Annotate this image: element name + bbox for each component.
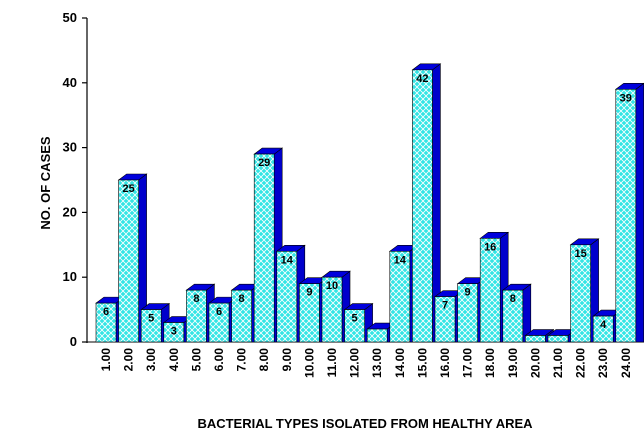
x-tick-label: 14.00 xyxy=(393,348,407,378)
bar-front xyxy=(479,238,501,343)
data-label: 16 xyxy=(484,241,496,253)
bar xyxy=(117,173,148,343)
data-label: 14 xyxy=(281,254,294,266)
x-tick-label: 24.00 xyxy=(619,348,633,378)
bar-front xyxy=(299,283,320,343)
bar-front xyxy=(389,250,411,343)
bar-front xyxy=(615,88,637,343)
bar-front xyxy=(163,322,185,343)
x-tick-label: 22.00 xyxy=(574,348,588,378)
bar-front xyxy=(276,250,298,343)
data-label: 9 xyxy=(465,287,471,299)
x-tick-label: 3.00 xyxy=(144,348,158,372)
bar-front xyxy=(95,302,117,343)
y-tick-label: 20 xyxy=(63,204,77,219)
bar-front xyxy=(570,244,591,343)
x-tick-label: 23.00 xyxy=(596,348,610,378)
x-tick-label: 18.00 xyxy=(483,348,497,378)
x-tick-label: 21.00 xyxy=(551,348,565,378)
data-label: 25 xyxy=(122,183,134,195)
bar-front xyxy=(525,335,546,343)
data-label: 9 xyxy=(306,287,312,299)
data-label: 15 xyxy=(574,248,586,260)
x-tick-label: 13.00 xyxy=(370,348,384,378)
labels: 6 1.00 25 2.00 5 3.00 3 4.00 8 5.00 6 6.00 8 7.00 29 8.… xyxy=(99,73,633,378)
y-axis-label: NO. OF CASES xyxy=(38,136,53,230)
y-tick-label: 0 xyxy=(70,334,77,349)
data-label: 6 xyxy=(216,306,222,318)
x-tick-label: 19.00 xyxy=(506,348,520,378)
bar xyxy=(614,82,644,343)
data-label: 5 xyxy=(352,313,358,325)
bar-front xyxy=(547,335,569,343)
x-tick-label: 8.00 xyxy=(257,348,271,372)
data-label: 5 xyxy=(148,313,154,325)
data-label: 4 xyxy=(600,319,607,331)
bar-front xyxy=(231,289,252,343)
bar-front xyxy=(140,309,162,343)
y-tick-label: 50 xyxy=(63,10,77,25)
data-label: 8 xyxy=(510,293,516,305)
data-label: 6 xyxy=(103,306,109,318)
bar-front xyxy=(118,179,139,343)
x-tick-label: 20.00 xyxy=(528,348,542,378)
bar-front xyxy=(186,289,207,343)
bar-front xyxy=(412,69,433,343)
data-label: 3 xyxy=(171,326,177,338)
data-label: 7 xyxy=(442,300,448,312)
data-label: 8 xyxy=(239,293,245,305)
x-tick-label: 1.00 xyxy=(99,348,113,372)
x-axis-label: BACTERIAL TYPES ISOLATED FROM HEALTHY AR… xyxy=(197,416,533,431)
bar-front xyxy=(208,302,230,343)
x-tick-label: 16.00 xyxy=(438,348,452,378)
x-tick-label: 11.00 xyxy=(325,348,339,378)
x-tick-label: 10.00 xyxy=(302,348,316,378)
data-label: 14 xyxy=(394,254,407,266)
y-tick-label: 40 xyxy=(63,75,77,90)
x-tick-label: 5.00 xyxy=(189,348,203,372)
x-tick-label: 7.00 xyxy=(235,348,249,372)
x-tick-label: 17.00 xyxy=(461,348,475,378)
x-tick-label: 2.00 xyxy=(122,348,136,372)
bars xyxy=(95,63,644,343)
bar-front xyxy=(502,289,524,343)
bar xyxy=(253,147,284,343)
data-label: 29 xyxy=(258,157,270,169)
bar-front xyxy=(253,153,275,343)
x-tick-label: 9.00 xyxy=(280,348,294,372)
data-label: 8 xyxy=(193,293,199,305)
data-label: 39 xyxy=(620,92,632,104)
bar-front xyxy=(434,296,456,343)
axes: 0 10 20 30 40 50 xyxy=(63,10,644,349)
bar xyxy=(411,63,442,343)
bar-side xyxy=(635,82,644,343)
x-tick-label: 6.00 xyxy=(212,348,226,372)
x-tick-label: 4.00 xyxy=(167,348,181,372)
bar-front xyxy=(592,315,614,343)
bar xyxy=(501,283,532,343)
x-tick-label: 12.00 xyxy=(348,348,362,378)
bar-front xyxy=(457,283,478,343)
x-tick-label: 15.00 xyxy=(415,348,429,378)
data-label: 10 xyxy=(326,280,338,292)
data-label: 42 xyxy=(416,73,428,85)
y-tick-label: 10 xyxy=(63,269,77,284)
bar-front xyxy=(344,309,365,343)
bar-front xyxy=(321,276,343,343)
y-tick-label: 30 xyxy=(63,140,77,155)
bar-front xyxy=(366,328,388,343)
